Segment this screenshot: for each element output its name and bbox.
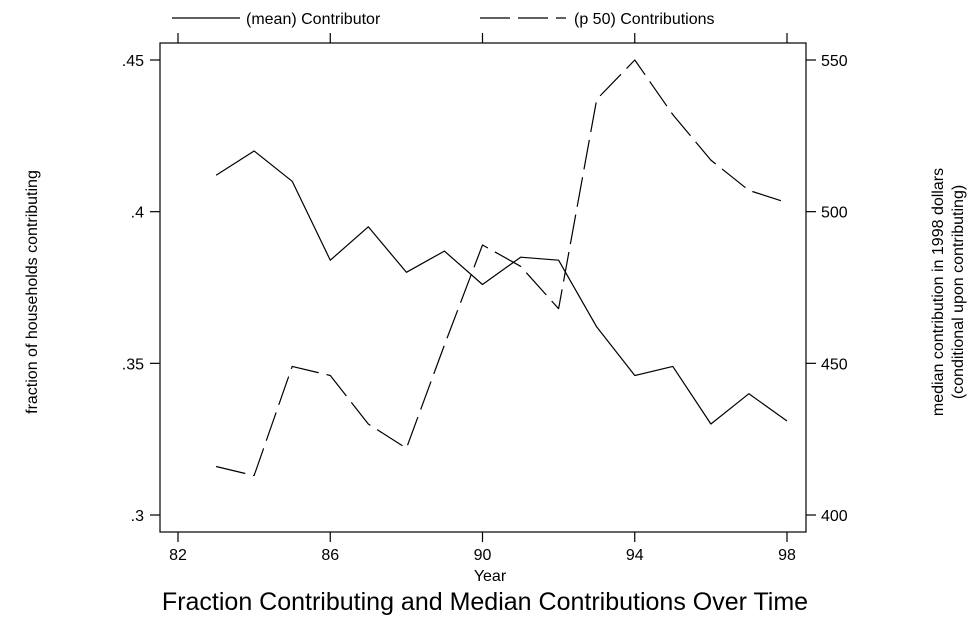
legend: (mean) Contributor (p 50) Contributions — [172, 11, 715, 28]
series-line-median-contributions — [215, 59, 788, 477]
x-tick-label-98: 98 — [778, 547, 796, 564]
plot-area — [159, 42, 807, 533]
y-left-tick-label-.35: .35 — [122, 356, 144, 373]
series-layer — [215, 59, 788, 477]
axis-tick-labels: 82 86 90 94 98 .3 .35 .4 .45 400 450 500 550 — [122, 53, 848, 564]
y-right-tick-label-450: 450 — [821, 356, 848, 373]
y-right-tick-label-550: 550 — [821, 53, 848, 70]
x-tick-label-82: 82 — [169, 547, 187, 564]
chart-title: Fraction Contributing and Median Contrib… — [162, 588, 808, 616]
y-left-tick-label-.45: .45 — [122, 53, 144, 70]
y-axis-right-title-line2: (conditional upon contributing) — [950, 185, 967, 399]
x-tick-label-86: 86 — [321, 547, 339, 564]
y-right-tick-label-500: 500 — [821, 205, 848, 222]
legend-label-mean-contributor: (mean) Contributor — [246, 11, 381, 28]
y-right-tick-label-400: 400 — [821, 508, 848, 525]
y-left-tick-label-.4: .4 — [131, 205, 144, 222]
axis-ticks — [150, 33, 816, 542]
y-left-tick-label-.3: .3 — [131, 508, 144, 525]
x-axis-title: Year — [474, 568, 507, 585]
y-axis-right-title-line1: median contribution in 1998 dollars — [930, 168, 947, 416]
x-tick-label-94: 94 — [626, 547, 644, 564]
y-axis-left-title: fraction of households contributing — [24, 170, 41, 414]
series-line-mean-contributor — [215, 150, 788, 425]
legend-label-median-contributions: (p 50) Contributions — [574, 11, 715, 28]
x-tick-label-90: 90 — [474, 547, 492, 564]
